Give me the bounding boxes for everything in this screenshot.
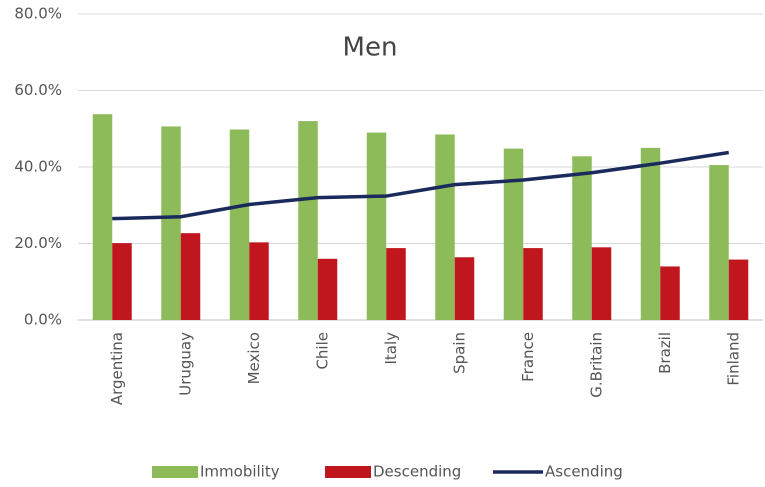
bar	[366, 132, 387, 320]
legend-label: Descending	[373, 463, 461, 481]
bar	[454, 257, 475, 320]
bar	[640, 147, 661, 320]
bar	[249, 242, 269, 320]
line	[112, 150, 730, 221]
bar	[572, 156, 592, 320]
legend-label: Immobility	[200, 463, 280, 481]
y-tick-label: 40.0%	[14, 158, 62, 176]
bar	[229, 129, 250, 320]
x-tick-label: France	[519, 332, 537, 382]
x-tick-label: Chile	[313, 332, 331, 370]
y-tick-label: 0.0%	[24, 311, 62, 329]
legend-swatch	[152, 466, 198, 478]
x-tick-label: Uruguay	[176, 332, 194, 396]
y-tick-label: 20.0%	[14, 234, 62, 252]
y-tick-label: 60.0%	[14, 81, 62, 99]
legend-label: Ascending	[545, 463, 623, 481]
bar	[161, 126, 181, 320]
bar	[317, 258, 338, 320]
bar	[386, 248, 406, 320]
x-tick-label: Argentina	[108, 332, 126, 405]
bar	[709, 165, 729, 320]
x-tick-label: Italy	[382, 332, 400, 365]
x-tick-label: Brazil	[656, 332, 674, 374]
bar	[112, 243, 132, 320]
bar	[298, 121, 318, 320]
x-tick-label: Finland	[724, 332, 742, 386]
bar	[435, 134, 455, 320]
bar	[660, 266, 680, 320]
bar	[591, 247, 612, 320]
bar	[503, 148, 524, 320]
x-tick-label: G.Britain	[587, 332, 605, 398]
bar	[728, 259, 749, 320]
bar	[180, 233, 201, 320]
bar	[92, 114, 113, 320]
legend-swatch	[325, 466, 371, 478]
x-tick-label: Mexico	[245, 332, 263, 384]
bar	[523, 248, 543, 320]
chart-title: Men	[343, 33, 398, 63]
y-tick-label: 80.0%	[14, 5, 62, 23]
x-tick-label: Spain	[450, 332, 468, 374]
